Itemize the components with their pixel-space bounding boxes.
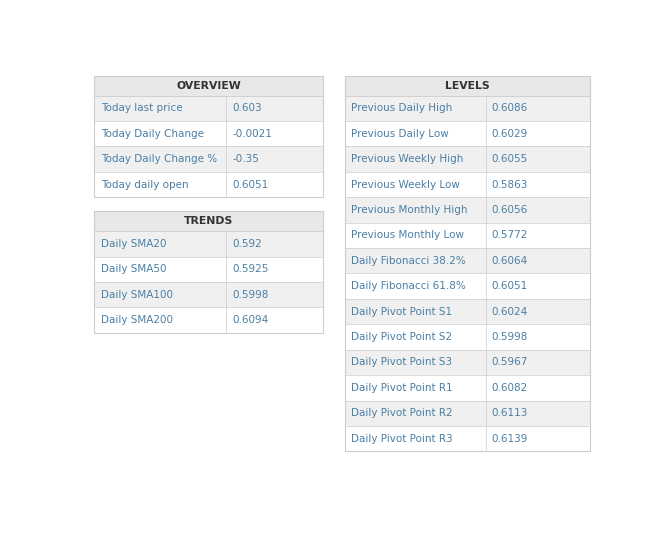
Text: Daily Fibonacci 38.2%: Daily Fibonacci 38.2% bbox=[351, 256, 466, 266]
Bar bbox=[94, 282, 323, 307]
Text: 0.6051: 0.6051 bbox=[492, 281, 528, 291]
Text: 0.5772: 0.5772 bbox=[492, 231, 529, 240]
Bar bbox=[345, 273, 589, 299]
Bar bbox=[345, 121, 589, 146]
Bar bbox=[94, 146, 323, 172]
Bar bbox=[94, 76, 323, 197]
Text: Previous Monthly Low: Previous Monthly Low bbox=[351, 231, 464, 240]
Text: 0.6064: 0.6064 bbox=[492, 256, 528, 266]
Text: 0.5967: 0.5967 bbox=[492, 357, 529, 367]
Text: -0.0021: -0.0021 bbox=[232, 129, 272, 139]
Bar bbox=[345, 248, 589, 273]
Text: Daily Pivot Point S1: Daily Pivot Point S1 bbox=[351, 307, 452, 316]
Text: Daily SMA100: Daily SMA100 bbox=[100, 289, 173, 300]
Bar bbox=[345, 197, 589, 222]
Text: 0.6024: 0.6024 bbox=[492, 307, 528, 316]
Text: Daily SMA200: Daily SMA200 bbox=[100, 315, 173, 325]
Text: Today last price: Today last price bbox=[100, 103, 182, 113]
Text: 0.6082: 0.6082 bbox=[492, 383, 528, 393]
Text: Daily Pivot Point R3: Daily Pivot Point R3 bbox=[351, 434, 453, 444]
Bar bbox=[345, 76, 589, 96]
Text: Previous Monthly High: Previous Monthly High bbox=[351, 205, 468, 215]
Text: LEVELS: LEVELS bbox=[445, 80, 490, 91]
Text: Previous Weekly High: Previous Weekly High bbox=[351, 154, 464, 164]
Bar bbox=[345, 299, 589, 325]
Bar bbox=[345, 401, 589, 426]
Bar bbox=[94, 256, 323, 282]
Bar bbox=[94, 211, 323, 231]
Text: 0.6113: 0.6113 bbox=[492, 408, 529, 418]
Text: 0.6139: 0.6139 bbox=[492, 434, 529, 444]
Text: 0.6086: 0.6086 bbox=[492, 103, 528, 113]
Text: -0.35: -0.35 bbox=[232, 154, 259, 164]
Bar bbox=[345, 325, 589, 350]
Text: 0.5925: 0.5925 bbox=[232, 264, 268, 274]
Text: 0.5998: 0.5998 bbox=[232, 289, 268, 300]
Bar bbox=[94, 76, 323, 96]
Text: Today daily open: Today daily open bbox=[100, 179, 188, 190]
Text: OVERVIEW: OVERVIEW bbox=[177, 80, 241, 91]
Text: Daily SMA50: Daily SMA50 bbox=[100, 264, 166, 274]
Text: 0.603: 0.603 bbox=[232, 103, 262, 113]
Text: 0.5998: 0.5998 bbox=[492, 332, 529, 342]
Bar bbox=[345, 76, 589, 451]
Text: 0.6055: 0.6055 bbox=[492, 154, 528, 164]
Text: Daily Pivot Point R2: Daily Pivot Point R2 bbox=[351, 408, 453, 418]
Text: Daily Pivot Point S3: Daily Pivot Point S3 bbox=[351, 357, 452, 367]
Text: Previous Weekly Low: Previous Weekly Low bbox=[351, 179, 460, 190]
Bar bbox=[94, 307, 323, 333]
Bar bbox=[94, 121, 323, 146]
Bar bbox=[345, 426, 589, 451]
Text: Daily Pivot Point R1: Daily Pivot Point R1 bbox=[351, 383, 453, 393]
Text: 0.592: 0.592 bbox=[232, 239, 262, 249]
Text: TRENDS: TRENDS bbox=[184, 216, 233, 226]
Bar bbox=[345, 222, 589, 248]
Bar bbox=[345, 375, 589, 401]
Text: 0.6051: 0.6051 bbox=[232, 179, 268, 190]
Bar bbox=[345, 146, 589, 172]
Text: Previous Daily Low: Previous Daily Low bbox=[351, 129, 449, 139]
Text: Daily Fibonacci 61.8%: Daily Fibonacci 61.8% bbox=[351, 281, 466, 291]
Text: Previous Daily High: Previous Daily High bbox=[351, 103, 452, 113]
Text: Today Daily Change %: Today Daily Change % bbox=[100, 154, 217, 164]
Text: 0.6056: 0.6056 bbox=[492, 205, 528, 215]
Bar bbox=[345, 350, 589, 375]
Bar bbox=[345, 96, 589, 121]
Bar bbox=[94, 96, 323, 121]
Text: Daily SMA20: Daily SMA20 bbox=[100, 239, 166, 249]
Bar bbox=[94, 172, 323, 197]
Text: Daily Pivot Point S2: Daily Pivot Point S2 bbox=[351, 332, 452, 342]
Bar bbox=[94, 211, 323, 333]
Bar bbox=[345, 172, 589, 197]
Text: 0.5863: 0.5863 bbox=[492, 179, 529, 190]
Text: 0.6094: 0.6094 bbox=[232, 315, 268, 325]
Text: Today Daily Change: Today Daily Change bbox=[100, 129, 203, 139]
Text: 0.6029: 0.6029 bbox=[492, 129, 528, 139]
Bar bbox=[94, 231, 323, 256]
